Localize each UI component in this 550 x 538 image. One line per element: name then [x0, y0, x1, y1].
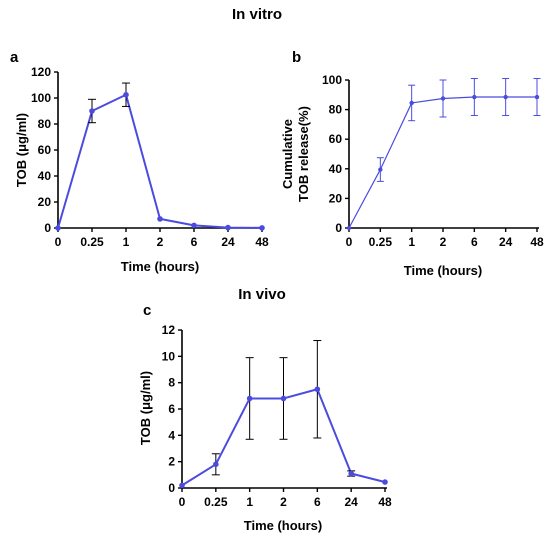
panel-b-x-tick-label: 2: [440, 235, 447, 249]
panel-a-y-tick-label: 40: [38, 169, 52, 183]
panel-a-chart: a 0 20 40 60 80 100 120 0 0.25 1 2 6 24 48 Time (hours)…: [10, 49, 269, 274]
panel-a-data-point: [259, 225, 265, 231]
panel-b-x-tick-label: 0.25: [369, 235, 393, 249]
panel-b-x-tick-label: 24: [499, 235, 513, 249]
panel-a-y-tick-label: 20: [38, 195, 52, 209]
panel-c-y-tick-label: 6: [168, 402, 175, 416]
panel-a-x-tick-label: 2: [157, 235, 164, 249]
panel-b-data-point: [472, 94, 477, 100]
panel-c-y-tick-label: 2: [168, 455, 175, 469]
panel-b-y-tick-label: 100: [322, 73, 342, 87]
panel-a-data-point: [225, 224, 231, 231]
panel-c-x-tick-label: 6: [314, 495, 321, 509]
panel-a-x-tick-label: 24: [221, 235, 235, 249]
panel-a-y-tick-label: 0: [44, 221, 51, 235]
panel-b-y-tick-label: 20: [329, 191, 343, 205]
panel-a-data-point: [191, 222, 197, 229]
panel-b-x-tick-label: 1: [408, 235, 415, 249]
panel-b-x-axis-label: Time (hours): [404, 263, 483, 278]
panel-c-x-tick-label: 0.25: [204, 495, 228, 509]
panel-a-data-point: [123, 91, 129, 98]
panel-c-x-tick-label: 2: [280, 495, 287, 509]
panel-a-x-tick-label: 0: [55, 235, 62, 249]
panel-c-data-point: [382, 479, 388, 485]
panel-c-data-point: [246, 395, 253, 402]
panel-c-y-tick-label: 4: [168, 428, 175, 442]
panel-a-x-tick-label: 6: [191, 235, 198, 249]
panel-a-data-point: [157, 216, 163, 222]
in-vitro-title: In vitro: [232, 6, 282, 23]
panel-a-x-axis-label: Time (hours): [121, 259, 200, 274]
panel-a-y-tick-label: 100: [31, 91, 51, 105]
panel-b-y-tick-label: 0: [335, 221, 342, 235]
panel-c-x-tick-label: 1: [246, 495, 253, 509]
panel-c-letter: c: [143, 302, 151, 319]
panel-b-chart: b 0 20 40 60 80 100 0 0.25 1 2 6 24 48 Time (hours) Cum…: [280, 49, 544, 278]
panel-b-letter: b: [292, 49, 301, 66]
panel-c-y-tick-label: 10: [162, 349, 176, 363]
panel-b-y-tick-label: 60: [329, 132, 343, 146]
panel-c-y-tick-label: 12: [162, 323, 176, 337]
panel-b-x-tick-label: 48: [530, 235, 544, 249]
panel-a-letter: a: [10, 49, 19, 66]
panel-b-data-point: [409, 100, 414, 106]
panel-c-data-point: [348, 470, 354, 477]
panel-b-data-point: [534, 94, 540, 100]
panel-a-data-point: [55, 225, 61, 231]
panel-a-y-tick-label: 60: [38, 143, 52, 157]
panel-a-y-axis-label: TOB (μg/ml): [14, 113, 29, 187]
panel-b-data-point: [440, 96, 446, 101]
panel-b-data-point: [378, 167, 383, 172]
panel-b-y-tick-label: 40: [329, 162, 343, 176]
panel-a-x-tick-label: 0.25: [80, 235, 104, 249]
panel-b-data-point: [503, 94, 508, 100]
panel-c-data-point: [179, 482, 185, 489]
panel-b-y-axis-label: CumulativeTOB release(%): [280, 106, 311, 202]
panel-c-y-tick-label: 8: [168, 376, 175, 390]
panel-c-y-axis-label: TOB (μg/ml): [138, 371, 153, 445]
panel-c-y-tick-label: 0: [168, 481, 175, 495]
panel-a-data-point: [89, 108, 95, 114]
panel-b-data-point: [346, 225, 352, 231]
panel-c-data-point: [314, 386, 321, 393]
panel-c-data-point: [213, 461, 219, 468]
panel-b-y-tick-label: 80: [329, 103, 343, 117]
panel-a-x-tick-label: 48: [255, 235, 269, 249]
panel-a-y-tick-label: 120: [31, 65, 51, 79]
panel-c-data-point: [280, 395, 287, 402]
panel-b-x-tick-label: 0: [346, 235, 353, 249]
panel-c-x-tick-label: 0: [179, 495, 186, 509]
panel-b-x-tick-label: 6: [471, 235, 478, 249]
panel-c-x-tick-label: 24: [344, 495, 358, 509]
panel-a-y-tick-label: 80: [38, 117, 52, 131]
in-vivo-title: In vivo: [238, 286, 286, 303]
panel-a-series-line: [57, 93, 263, 229]
panel-c-x-tick-label: 48: [378, 495, 392, 509]
panel-a-x-tick-label: 1: [123, 235, 130, 249]
panel-c-x-axis-label: Time (hours): [244, 518, 323, 533]
